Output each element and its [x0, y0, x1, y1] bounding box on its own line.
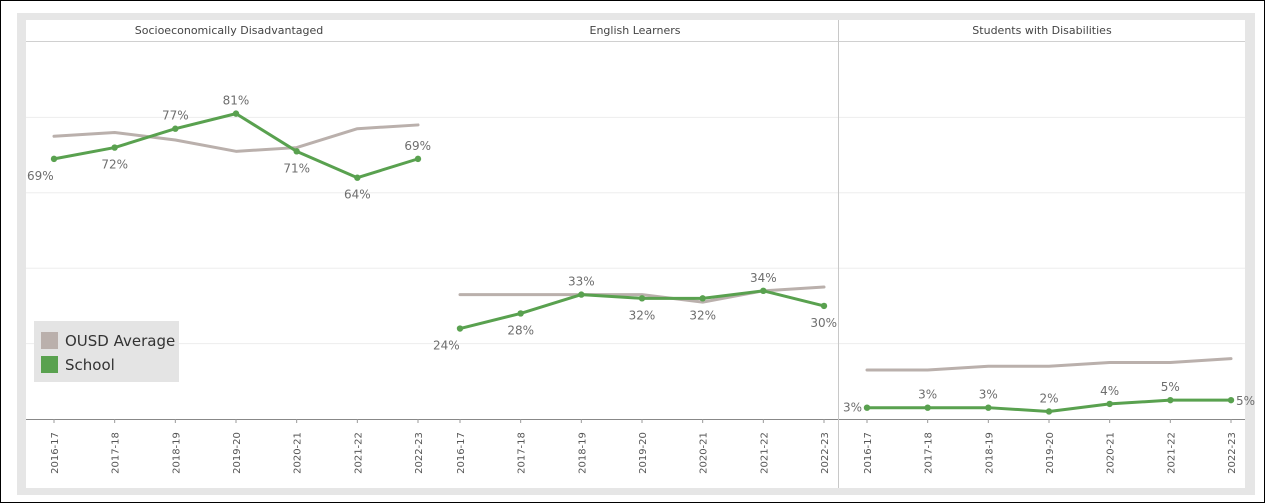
x-tick-label: 2021-22 — [759, 432, 770, 474]
panel-plot-area — [26, 42, 432, 488]
data-label: 33% — [568, 275, 595, 289]
x-tick-label: 2018-19 — [984, 432, 995, 474]
panel-title: Students with Disabilities — [972, 24, 1112, 37]
school-point — [638, 295, 646, 302]
school-point — [578, 291, 585, 298]
school-point — [456, 325, 464, 332]
x-tick-label: 2017-18 — [517, 432, 528, 474]
school-point — [1227, 396, 1235, 404]
data-label: 4% — [1100, 384, 1119, 398]
x-tick-label: 2018-19 — [577, 432, 588, 474]
school-point — [293, 148, 300, 155]
panel-header — [432, 20, 838, 41]
data-label: 81% — [223, 94, 250, 108]
school-point — [414, 155, 422, 163]
ousd-average-line — [865, 357, 1233, 372]
school-point — [1106, 400, 1113, 408]
data-label: 69% — [27, 169, 54, 183]
x-tick-label: 2019-20 — [232, 432, 243, 474]
data-label: 32% — [629, 308, 656, 322]
school-point — [699, 295, 706, 302]
x-tick-label: 2022-23 — [414, 432, 425, 474]
data-label: 77% — [162, 109, 189, 123]
data-label: 5% — [1161, 380, 1180, 394]
data-label: 71% — [283, 161, 310, 175]
legend-box — [34, 321, 179, 382]
school-point — [517, 310, 524, 317]
panel-title: English Learners — [590, 24, 681, 37]
panel-title: Socioeconomically Disadvantaged — [135, 24, 323, 37]
school-point — [1045, 408, 1053, 415]
legend-entry-label: OUSD Average — [65, 332, 175, 350]
data-label: 3% — [843, 401, 862, 415]
data-label: 30% — [810, 316, 837, 330]
panel-1: Socioeconomically Disadvantaged 2016-17 20… — [26, 20, 433, 488]
school-point — [232, 110, 240, 117]
data-label: 3% — [918, 388, 937, 402]
data-label: 69% — [404, 139, 431, 153]
x-tick-label: 2021-22 — [353, 432, 364, 474]
x-tick-label: 2019-20 — [1045, 432, 1056, 474]
panel-plot-area — [432, 42, 838, 488]
x-tick-label: 2022-23 — [820, 432, 831, 474]
data-label: 28% — [507, 323, 534, 337]
school-point — [111, 144, 118, 151]
data-label: 24% — [433, 339, 460, 353]
data-label: 5% — [1236, 394, 1255, 408]
panel-header — [839, 20, 1245, 41]
ousd-average-line — [52, 123, 420, 153]
school-point — [50, 155, 58, 163]
x-tick-label: 2020-21 — [1106, 432, 1117, 474]
data-label: 2% — [1039, 391, 1058, 405]
x-tick-label: 2020-21 — [293, 432, 304, 474]
panel-plot-area — [839, 42, 1245, 488]
data-label: 34% — [750, 271, 777, 285]
x-tick-label: 2017-18 — [924, 432, 935, 474]
panel-header — [26, 20, 432, 41]
school-point — [924, 404, 931, 411]
x-tick-label: 2022-23 — [1227, 432, 1238, 474]
legend: OUSD Average School — [34, 321, 179, 382]
data-label: 64% — [344, 188, 371, 202]
x-tick-label: 2016-17 — [456, 432, 467, 474]
panel-2: English Learners 2016-17 2017-18 2018-19 201… — [432, 20, 839, 488]
legend-entry-label: School — [65, 356, 115, 374]
x-tick-label: 2016-17 — [50, 432, 61, 474]
data-label: 32% — [689, 308, 716, 322]
school-point — [863, 404, 871, 411]
x-tick-label: 2021-22 — [1166, 432, 1177, 474]
x-tick-label: 2016-17 — [863, 432, 874, 474]
legend-swatch — [41, 332, 58, 349]
data-label: 72% — [101, 158, 128, 172]
data-label: 3% — [979, 388, 998, 402]
school-point — [1167, 396, 1174, 404]
x-tick-label: 2020-21 — [699, 432, 710, 474]
school-point — [985, 404, 992, 411]
panel-3: Students with Disabilities 2016-17 2017-18… — [839, 20, 1255, 488]
legend-swatch — [41, 356, 58, 373]
x-tick-label: 2018-19 — [171, 432, 182, 474]
school-point — [354, 174, 361, 181]
x-tick-label: 2017-18 — [111, 432, 122, 474]
x-tick-label: 2019-20 — [638, 432, 649, 474]
school-point — [172, 125, 179, 132]
school-point — [820, 302, 828, 310]
school-point — [760, 287, 767, 295]
